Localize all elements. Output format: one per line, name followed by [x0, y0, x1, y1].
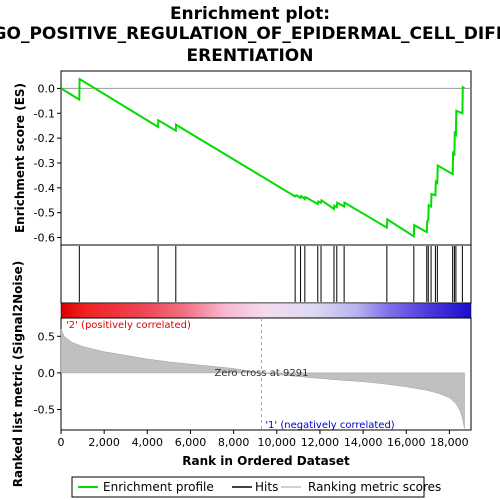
rank-ytick-label: 0.5: [38, 330, 56, 343]
x-tick-label: 16,000: [387, 436, 426, 449]
ranking-metric-area: [60, 328, 465, 429]
rank-colorbar: [60, 302, 472, 319]
colorbar-strip: [60, 302, 472, 319]
x-tick-label: 6,000: [175, 436, 207, 449]
legend: Enrichment profile Hits Ranking metric s…: [71, 476, 441, 498]
chart-title-line-2: GO_POSITIVE_REGULATION_OF_EPIDERMAL_CELL…: [0, 24, 500, 44]
es-ylabel: Enrichment score (ES): [13, 83, 27, 233]
negative-correlated-label: '1' (negatively correlated): [265, 420, 394, 431]
es-ytick-label: -0.6: [34, 232, 55, 245]
hits-panel: [60, 244, 472, 304]
positive-correlated-label: '2' (positively correlated): [66, 320, 191, 331]
x-tick-label: 4,000: [132, 436, 164, 449]
es-panel: 0.0 -0.1 -0.2 -0.3 -0.4 -0.5 -0.6 Enrichment s…: [13, 70, 472, 246]
hits-panel-frame: [60, 244, 472, 304]
es-ytick-label: -0.1: [34, 107, 55, 120]
es-ytick-label: -0.2: [34, 132, 55, 145]
x-tick-label: 14,000: [344, 436, 383, 449]
enrichment-profile-line: [60, 77, 466, 239]
es-ytick-label: -0.4: [34, 182, 55, 195]
es-ytick-label: -0.5: [34, 207, 55, 220]
x-tick-label: 8,000: [218, 436, 250, 449]
x-tick-label: 0: [58, 436, 65, 449]
legend-label-ranking: Ranking metric scores: [308, 480, 441, 494]
es-ytick-label: 0.0: [38, 82, 56, 95]
es-ytick-label: -0.3: [34, 157, 55, 170]
x-tick-label: 18,000: [430, 436, 469, 449]
ranking-metric-panel: 0.5 0.0 -0.5 Zero cross at 9291 '2' (posit…: [11, 261, 472, 488]
chart-title-line-3: ERENTIATION: [187, 46, 314, 66]
legend-label-enrichment: Enrichment profile: [103, 480, 214, 494]
rank-ytick-label: 0.0: [38, 367, 56, 380]
ranking-ylabel: Ranked list metric (Signal2Noise): [11, 261, 25, 488]
zero-cross-label: Zero cross at 9291: [214, 368, 308, 379]
x-tick-label: 2,000: [88, 436, 120, 449]
chart-title-line-1: Enrichment plot:: [170, 4, 330, 24]
rank-ytick-label: -0.5: [34, 404, 55, 417]
x-tick-label: 12,000: [301, 436, 340, 449]
legend-label-hits: Hits: [255, 480, 278, 494]
es-panel-frame: [60, 70, 472, 246]
x-axis-label: Rank in Ordered Dataset: [182, 454, 350, 468]
x-tick-label: 10,000: [258, 436, 297, 449]
